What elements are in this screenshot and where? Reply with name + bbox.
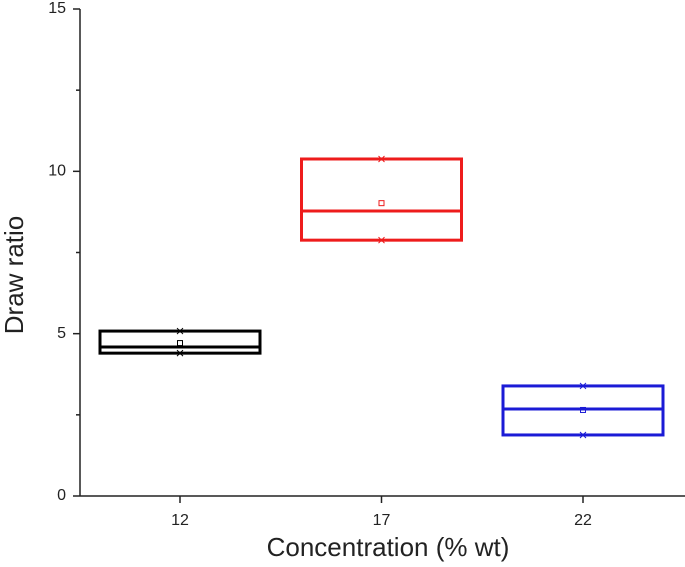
min-marker [176,349,184,357]
min-marker [378,236,385,244]
y-tick-label: 10 [48,163,66,180]
x-tick-label: 17 [373,512,391,529]
max-marker [579,382,587,390]
mean [580,406,586,413]
min-marker [579,431,587,439]
mean [378,200,385,207]
max-marker [378,155,385,163]
x-tick-label: 22 [574,512,592,529]
y-tick-label: 0 [57,487,66,504]
y-tick-label: 5 [57,325,66,342]
max-marker [176,327,184,335]
box [98,329,262,355]
x-axis-title: Concentration (% wt) [267,532,510,562]
y-tick-label: 15 [48,0,66,17]
mean [177,340,183,347]
y-axis-title: Draw ratio [0,216,29,334]
box [300,157,463,242]
x-tick-label: 12 [171,512,189,529]
